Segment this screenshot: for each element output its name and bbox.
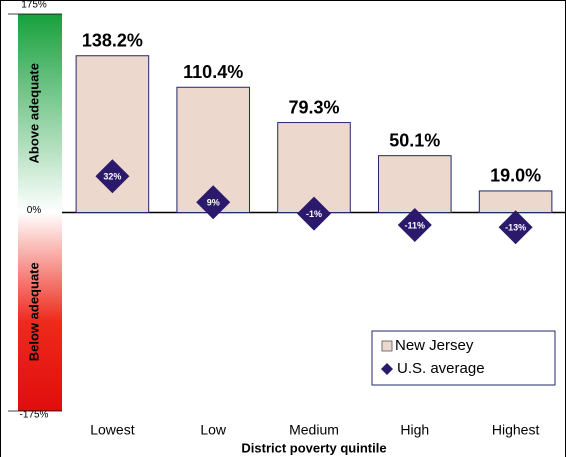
bar	[478, 190, 553, 214]
bar-value-label: 138.2%	[82, 30, 143, 50]
bar	[378, 155, 452, 213]
x-tick-label: Medium	[289, 422, 339, 438]
y-tick-label: 175%	[21, 0, 47, 11]
diamond	[297, 196, 331, 231]
y-tick-label: 0%	[27, 205, 42, 216]
diamond-label: 32%	[103, 172, 121, 182]
band-label: Above adequate	[26, 63, 41, 163]
y-tick-label: -175%	[20, 410, 49, 421]
diamond	[196, 185, 231, 220]
legend-swatch	[381, 340, 393, 352]
below-band	[18, 212, 62, 411]
x-tick-label: Highest	[492, 422, 540, 438]
diamond-label: 9%	[207, 198, 220, 208]
x-tick-label: Lowest	[90, 422, 134, 438]
diamond	[498, 210, 533, 245]
x-axis-label: District poverty quintile	[241, 440, 386, 455]
legend-label: U.S. average	[397, 360, 485, 377]
diamond-label: -11%	[405, 220, 426, 230]
diamond	[95, 159, 130, 194]
diamond-label: -13%	[505, 223, 526, 233]
bar-value-label: 19.0%	[490, 166, 541, 186]
x-tick-label: High	[400, 422, 429, 438]
above-band	[18, 14, 62, 213]
diamond	[397, 207, 432, 242]
diamond-label: -1%	[306, 209, 322, 219]
bar-value-label: 110.4%	[183, 62, 243, 82]
bar-value-label: 50.1%	[389, 130, 440, 150]
legend-label: New Jersey	[395, 337, 474, 354]
bar-value-label: 79.3%	[288, 97, 339, 117]
band-label: Below adequate	[26, 262, 41, 361]
legend-swatch	[381, 363, 393, 375]
legend-box	[371, 330, 556, 386]
x-tick-label: Low	[200, 422, 227, 438]
